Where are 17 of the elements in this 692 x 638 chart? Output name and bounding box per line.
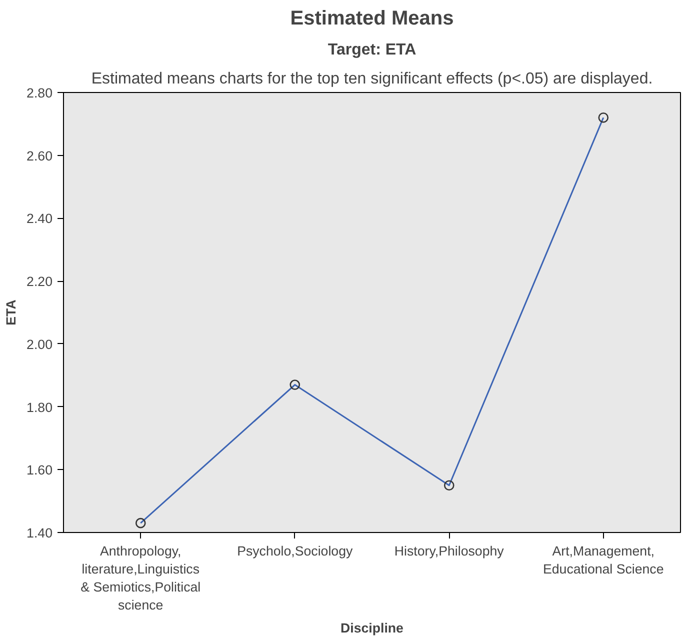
- x-tick-label: Art,Management, Educational Science: [542, 544, 664, 576]
- x-tick-label: Psycholo,Sociology: [237, 544, 353, 558]
- chart-subtitle: Target: ETA: [328, 42, 417, 58]
- y-tick-label: 2.60: [26, 148, 53, 164]
- x-tick-label: Anthropology, literature,Linguistics & Semiotics,Political science: [80, 544, 201, 612]
- chart-title: Estimated Means: [290, 8, 454, 30]
- y-tick-label: 2.00: [26, 336, 53, 352]
- x-axis-title: Discipline: [340, 620, 404, 636]
- y-tick-label: 1.60: [26, 462, 53, 478]
- y-tick-label: 2.20: [26, 274, 53, 290]
- x-tick-label: History,Philosophy: [394, 544, 504, 558]
- y-axis-title: ETA: [4, 299, 19, 326]
- y-tick-label: 1.80: [26, 400, 53, 415]
- text: Estimated means charts for the top ten significant effects (p<.05) are displayed.: [91, 70, 653, 88]
- y-tick-label: 2.80: [26, 86, 53, 100]
- y-tick-label: 2.40: [26, 211, 53, 226]
- y-tick-label: 1.40: [26, 526, 53, 540]
